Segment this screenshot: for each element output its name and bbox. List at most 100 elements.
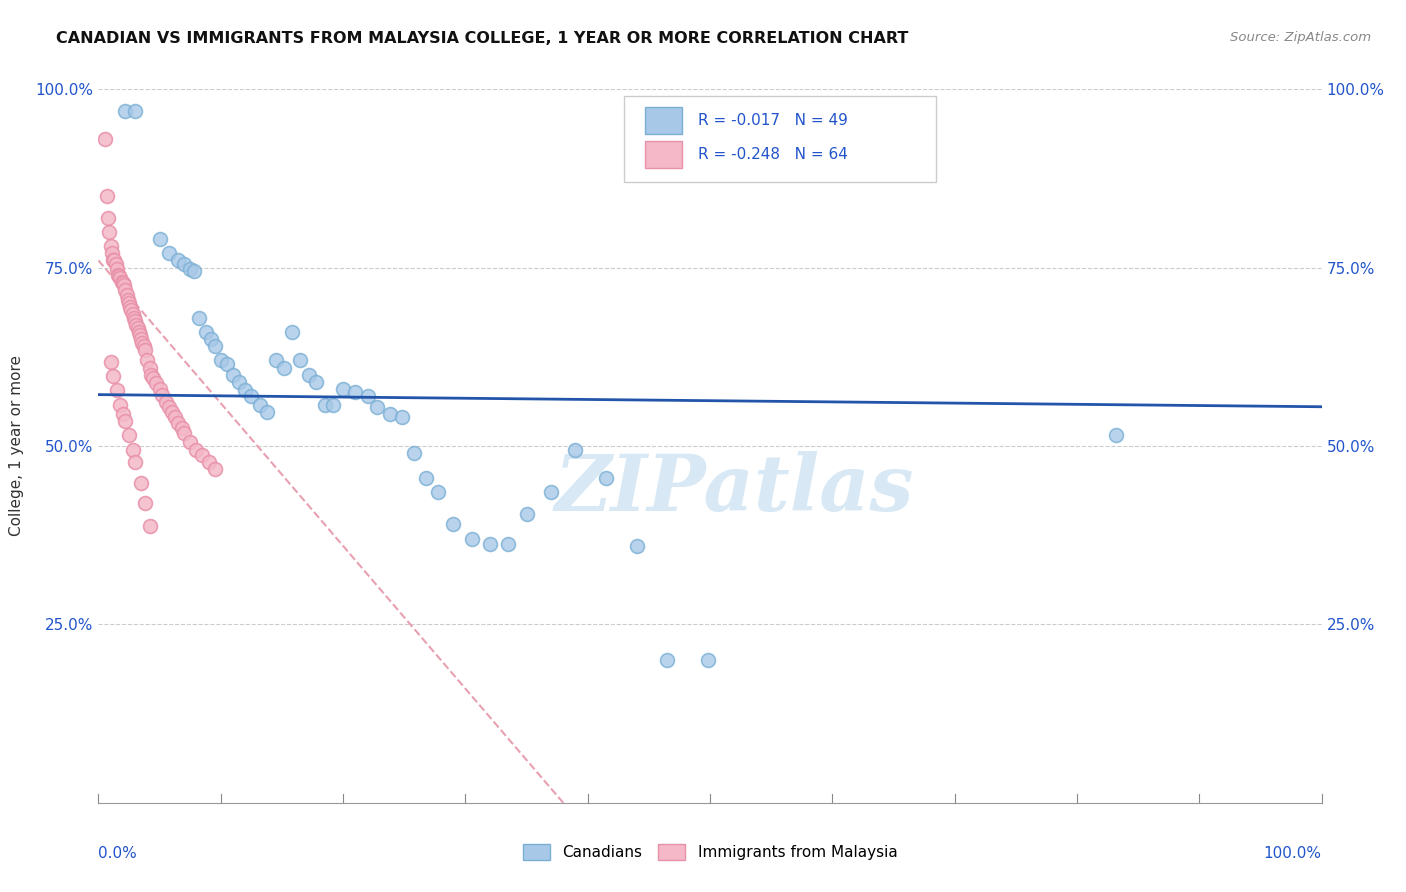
Point <box>100 239 122 253</box>
Point <box>256 405 278 419</box>
Point <box>200 332 222 346</box>
Point <box>114 414 136 428</box>
Point <box>112 278 135 293</box>
Point <box>515 507 537 521</box>
Point <box>127 321 149 335</box>
Point <box>134 496 156 510</box>
Point <box>170 421 193 435</box>
Point <box>118 428 141 442</box>
Point <box>209 353 232 368</box>
Point <box>111 407 134 421</box>
Point <box>131 335 153 350</box>
Point <box>149 232 172 246</box>
Point <box>290 353 312 368</box>
Point <box>157 246 180 260</box>
Point <box>124 103 146 118</box>
Point <box>173 257 195 271</box>
Point <box>101 253 124 268</box>
Point <box>696 653 718 667</box>
Point <box>101 369 124 384</box>
Point <box>114 103 136 118</box>
Point <box>167 253 190 268</box>
Point <box>139 360 162 375</box>
Point <box>314 398 336 412</box>
Point <box>110 398 132 412</box>
Point <box>378 407 401 421</box>
Point <box>124 314 146 328</box>
Point <box>155 394 177 409</box>
Legend: Canadians, Immigrants from Malaysia: Canadians, Immigrants from Malaysia <box>516 838 904 866</box>
FancyBboxPatch shape <box>645 107 682 134</box>
Point <box>139 519 162 533</box>
Point <box>105 262 128 277</box>
Point <box>117 293 139 307</box>
Text: R = -0.248   N = 64: R = -0.248 N = 64 <box>697 146 848 161</box>
Point <box>195 325 218 339</box>
Text: Source: ZipAtlas.com: Source: ZipAtlas.com <box>1230 31 1371 45</box>
Point <box>356 389 378 403</box>
Point <box>121 307 143 321</box>
Point <box>105 384 128 398</box>
Point <box>136 353 159 368</box>
Point <box>93 132 115 146</box>
Point <box>96 189 118 203</box>
Point <box>167 416 190 430</box>
Point <box>273 360 295 375</box>
Point <box>100 355 122 369</box>
Point <box>1105 428 1128 442</box>
Point <box>322 398 344 412</box>
Point <box>204 462 226 476</box>
Point <box>657 653 679 667</box>
Point <box>179 435 201 450</box>
Point <box>391 410 413 425</box>
Point <box>121 442 143 457</box>
Point <box>134 343 156 357</box>
Text: R = -0.017   N = 49: R = -0.017 N = 49 <box>697 113 848 128</box>
Point <box>197 455 219 469</box>
Point <box>139 368 162 382</box>
Point <box>120 303 142 318</box>
Point <box>114 284 136 298</box>
Point <box>120 300 142 314</box>
Point <box>107 268 129 282</box>
Point <box>124 455 146 469</box>
Point <box>366 400 388 414</box>
Point <box>478 537 501 551</box>
Point <box>150 387 173 401</box>
Point <box>332 382 354 396</box>
Point <box>305 375 328 389</box>
Point <box>564 442 586 457</box>
Text: ZIPatlas: ZIPatlas <box>555 450 914 527</box>
Point <box>186 442 208 457</box>
Point <box>249 398 271 412</box>
Point <box>460 532 482 546</box>
Point <box>129 328 152 343</box>
Point <box>298 368 321 382</box>
Point <box>415 471 437 485</box>
Point <box>125 318 148 332</box>
Point <box>280 325 302 339</box>
Point <box>441 517 464 532</box>
Point <box>540 485 562 500</box>
Point <box>110 271 132 285</box>
Point <box>496 537 519 551</box>
Point <box>165 410 187 425</box>
Text: 0.0%: 0.0% <box>98 846 138 861</box>
Point <box>427 485 450 500</box>
Point <box>222 368 245 382</box>
Point <box>97 211 120 225</box>
Point <box>173 426 195 441</box>
Point <box>240 389 263 403</box>
Point <box>132 339 155 353</box>
FancyBboxPatch shape <box>645 141 682 168</box>
Point <box>215 357 238 371</box>
Text: 100.0%: 100.0% <box>1264 846 1322 861</box>
Y-axis label: College, 1 year or more: College, 1 year or more <box>10 356 24 536</box>
Point <box>122 310 145 325</box>
Point <box>104 257 127 271</box>
Point <box>101 246 124 260</box>
Point <box>129 476 152 491</box>
Point <box>142 371 165 385</box>
Point <box>160 405 183 419</box>
FancyBboxPatch shape <box>624 96 936 182</box>
